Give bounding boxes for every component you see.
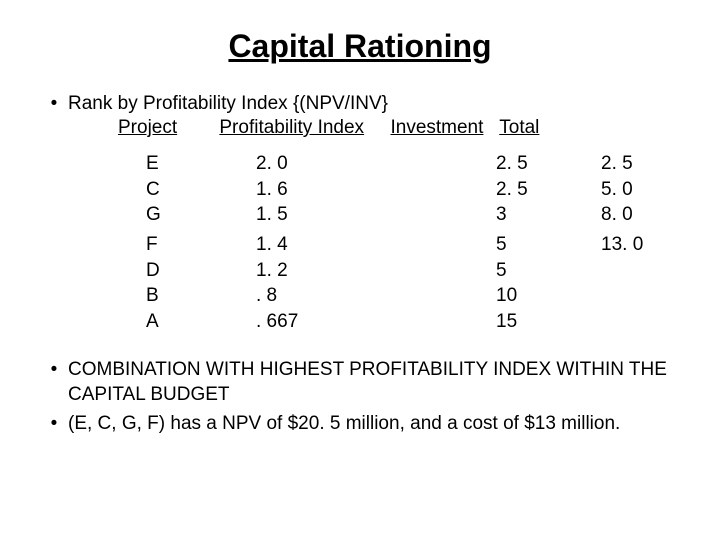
lead-bullet: • Rank by Profitability Index {(NPV/INV} xyxy=(40,93,680,115)
cell-total: 13. 0 xyxy=(601,232,661,258)
cell-total xyxy=(601,283,661,309)
cell-inv: 5 xyxy=(496,258,601,284)
bullet-icon: • xyxy=(40,358,68,383)
cell-project: G xyxy=(146,202,256,228)
cell-inv: 2. 5 xyxy=(496,151,601,177)
cell-total xyxy=(601,309,661,335)
table-row: F 1. 4 5 13. 0 xyxy=(146,232,680,258)
lead-bullet-text: Rank by Profitability Index {(NPV/INV} xyxy=(68,93,680,115)
table-row: C 1. 6 2. 5 5. 0 xyxy=(146,177,680,203)
page-title: Capital Rationing xyxy=(40,28,680,65)
cell-project: A xyxy=(146,309,256,335)
cell-total: 8. 0 xyxy=(601,202,661,228)
cell-project: C xyxy=(146,177,256,203)
cell-project: B xyxy=(146,283,256,309)
cell-pi: 1. 2 xyxy=(256,258,496,284)
header-pi: Profitability Index xyxy=(219,117,364,138)
cell-pi: 1. 4 xyxy=(256,232,496,258)
cell-inv: 5 xyxy=(496,232,601,258)
header-investment: Investment xyxy=(390,117,483,138)
cell-total xyxy=(601,258,661,284)
table-row: B . 8 10 xyxy=(146,283,680,309)
table-header-line: Project Profitability Index Investment T… xyxy=(118,117,680,139)
cell-pi: 2. 0 xyxy=(256,151,496,177)
cell-inv: 10 xyxy=(496,283,601,309)
footer-bullet: • COMBINATION WITH HIGHEST PROFITABILITY… xyxy=(40,358,680,407)
table-row: G 1. 5 3 8. 0 xyxy=(146,202,680,228)
cell-total: 5. 0 xyxy=(601,177,661,203)
data-table: E 2. 0 2. 5 2. 5 C 1. 6 2. 5 5. 0 G 1. 5… xyxy=(146,151,680,334)
bullet-icon: • xyxy=(40,93,68,115)
bullet-icon: • xyxy=(40,412,68,437)
footer-bullet: • (E, C, G, F) has a NPV of $20. 5 milli… xyxy=(40,412,680,437)
table-row: D 1. 2 5 xyxy=(146,258,680,284)
cell-inv: 2. 5 xyxy=(496,177,601,203)
cell-total: 2. 5 xyxy=(601,151,661,177)
cell-project: F xyxy=(146,232,256,258)
header-total: Total xyxy=(499,117,539,138)
footer-bullet-text: (E, C, G, F) has a NPV of $20. 5 million… xyxy=(68,412,680,437)
footer-bullet-text: COMBINATION WITH HIGHEST PROFITABILITY I… xyxy=(68,358,680,407)
table-row: E 2. 0 2. 5 2. 5 xyxy=(146,151,680,177)
cell-pi: . 667 xyxy=(256,309,496,335)
cell-inv: 15 xyxy=(496,309,601,335)
header-project: Project xyxy=(118,117,177,138)
footer-bullets: • COMBINATION WITH HIGHEST PROFITABILITY… xyxy=(40,358,680,436)
cell-pi: 1. 6 xyxy=(256,177,496,203)
table-row: A . 667 15 xyxy=(146,309,680,335)
cell-pi: 1. 5 xyxy=(256,202,496,228)
cell-inv: 3 xyxy=(496,202,601,228)
cell-pi: . 8 xyxy=(256,283,496,309)
cell-project: D xyxy=(146,258,256,284)
cell-project: E xyxy=(146,151,256,177)
